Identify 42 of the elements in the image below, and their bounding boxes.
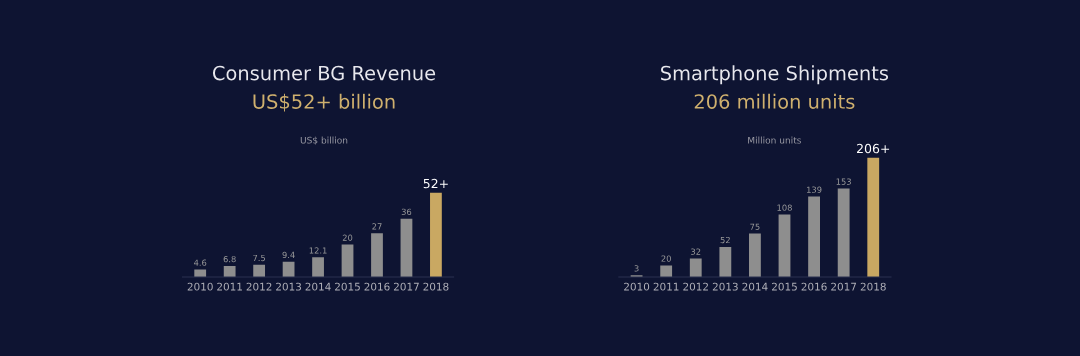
data-label: 139 (807, 186, 822, 193)
chart-subtitle: 206 million units (694, 93, 855, 109)
x-tick-label: 2012 (683, 282, 708, 291)
x-tick-label: 2011 (653, 282, 679, 291)
data-label: 12.1 (309, 247, 327, 254)
data-label: 20 (342, 234, 353, 241)
x-tick-label: 2017 (831, 282, 857, 291)
x-tick-label: 2010 (187, 282, 213, 291)
data-label: 9.4 (282, 251, 295, 259)
x-tick-label: 2010 (624, 282, 650, 291)
x-tick-label: 2011 (217, 282, 242, 291)
data-label: 75 (750, 223, 760, 230)
x-tick-label: 2014 (742, 282, 768, 291)
x-tick-label: 2016 (364, 282, 390, 291)
data-label: 7.5 (253, 254, 266, 262)
x-tick-label: 2012 (246, 282, 272, 291)
data-label: 32 (691, 248, 701, 255)
data-label: 108 (777, 204, 792, 211)
data-label: 3 (634, 265, 639, 272)
data-label: 4.6 (193, 259, 207, 266)
data-label: 52 (720, 236, 730, 244)
x-tick-label: 2013 (712, 282, 738, 291)
data-label: 153 (836, 178, 851, 185)
x-tick-label: 2014 (305, 282, 331, 291)
data-label: 36 (401, 208, 412, 215)
data-label: 206+ (857, 143, 890, 154)
text: Million units (748, 136, 801, 144)
x-tick-label: 2018 (860, 282, 886, 291)
data-label: 6.8 (223, 255, 236, 263)
data-label: 20 (661, 255, 671, 262)
x-tick-label: 2016 (801, 282, 827, 291)
data-label: 27 (372, 223, 382, 230)
x-tick-label: 2013 (276, 282, 302, 291)
x-tick-label: 2018 (423, 282, 449, 291)
data-label: 52+ (423, 178, 448, 189)
chart-subtitle: US$52+ billion (253, 93, 395, 112)
x-tick-label: 2015 (772, 282, 797, 291)
x-tick-label: 2015 (335, 282, 360, 291)
chart-title: Smartphone Shipments (661, 65, 889, 85)
text: US$ billion (300, 136, 348, 145)
chart-title: Consumer BG Revenue (212, 65, 436, 81)
x-tick-label: 2017 (393, 282, 419, 291)
